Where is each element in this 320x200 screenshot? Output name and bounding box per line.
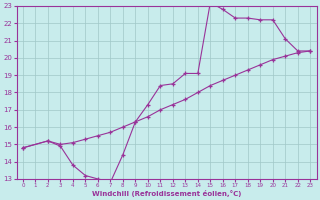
X-axis label: Windchill (Refroidissement éolien,°C): Windchill (Refroidissement éolien,°C) [92,190,241,197]
